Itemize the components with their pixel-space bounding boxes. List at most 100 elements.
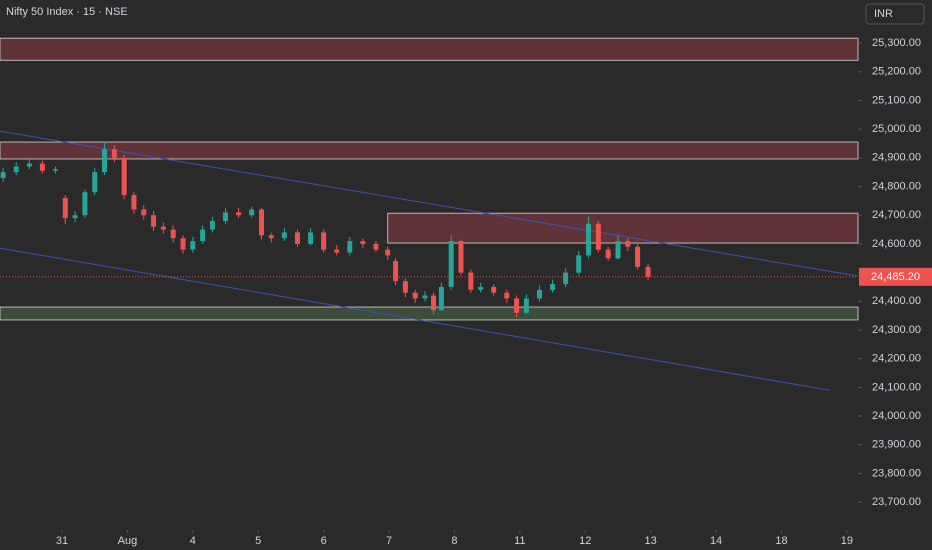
candle-body: [536, 289, 542, 299]
candle-body: [72, 215, 78, 219]
candle-body: [308, 232, 314, 244]
zone: [387, 212, 859, 244]
x-tick-label: 31: [56, 535, 68, 547]
x-tick-label: 18: [775, 535, 787, 547]
candle-body: [458, 241, 464, 273]
candle-body: [504, 292, 510, 299]
y-tick-label: 24,800.00: [872, 180, 921, 192]
candle-body: [141, 209, 147, 216]
last-price-tag: [859, 267, 932, 286]
trendline: [0, 130, 859, 277]
candle-body: [412, 292, 418, 299]
y-tick-label: 25,000.00: [872, 123, 921, 135]
candle-body: [180, 238, 186, 250]
candle-body: [190, 241, 196, 250]
candle-body: [160, 226, 166, 230]
candle-body: [576, 255, 582, 273]
candle-body: [605, 249, 611, 259]
candle-body: [595, 223, 601, 250]
candle-body: [514, 298, 520, 313]
candle-body: [468, 272, 474, 290]
y-tick-label: 24,300.00: [872, 324, 921, 336]
candle-body: [170, 229, 176, 239]
candle-body: [645, 266, 651, 277]
y-tick-label: 24,700.00: [872, 209, 921, 221]
candle-body: [13, 166, 19, 173]
candle-body: [0, 172, 6, 178]
candle-body: [385, 249, 391, 256]
candle-body: [151, 215, 157, 227]
candle-body: [82, 192, 88, 216]
y-tick-label: 24,200.00: [872, 353, 921, 365]
candle-body: [373, 243, 379, 250]
candle-body: [39, 163, 45, 171]
candle-body: [347, 241, 353, 253]
currency-label[interactable]: INR: [874, 8, 893, 20]
candle-body: [431, 295, 437, 310]
candle-body: [62, 197, 68, 219]
zone: [0, 37, 859, 61]
currency-button[interactable]: [865, 3, 925, 25]
zone: [0, 141, 859, 160]
candle-body: [448, 241, 454, 287]
y-tick-label: 23,800.00: [872, 467, 921, 479]
candle-body: [422, 295, 428, 299]
candle-body: [523, 298, 529, 313]
candle-body: [334, 249, 340, 253]
chart-title: Nifty 50 Index · 15 · NSE: [6, 6, 128, 18]
candle-body: [393, 261, 399, 282]
candle-body: [635, 246, 641, 267]
candle-body: [268, 235, 274, 239]
candle-body: [236, 212, 242, 216]
candle-body: [321, 232, 327, 250]
candle-body: [281, 232, 287, 239]
last-price-label: 24,485.20: [871, 271, 920, 283]
candle-body: [294, 232, 300, 244]
candle-body: [550, 284, 556, 290]
x-tick-label: 12: [579, 535, 591, 547]
candle-body: [478, 286, 484, 290]
x-tick-label: 13: [645, 535, 657, 547]
candle-body: [92, 172, 98, 193]
candle-body: [111, 149, 117, 158]
candle-body: [402, 281, 408, 293]
candle-body: [200, 229, 206, 242]
candle-body: [438, 286, 444, 310]
y-tick-label: 24,400.00: [872, 295, 921, 307]
y-tick-label: 24,600.00: [872, 238, 921, 250]
candle-body: [121, 157, 127, 196]
x-tick-label: 7: [386, 535, 392, 547]
x-tick-label: Aug: [118, 535, 138, 547]
y-tick-label: 25,100.00: [872, 94, 921, 106]
candle-body: [209, 220, 215, 230]
candle-body: [615, 241, 621, 259]
candle-body: [249, 209, 255, 216]
candle-body: [52, 169, 58, 171]
x-tick-label: 5: [255, 535, 261, 547]
plot-area: [0, 37, 859, 391]
trendline: [0, 247, 830, 391]
candle-body: [26, 163, 32, 167]
zone: [0, 306, 859, 321]
candle-body: [563, 272, 569, 285]
candle-body: [223, 212, 229, 221]
candle-body: [586, 223, 592, 256]
y-tick-label: 25,200.00: [872, 66, 921, 78]
candle-body: [131, 195, 137, 210]
candle-body: [102, 149, 108, 173]
y-tick-label: 24,900.00: [872, 152, 921, 164]
y-tick-label: 24,000.00: [872, 410, 921, 422]
x-tick-label: 19: [841, 535, 853, 547]
x-tick-label: 11: [514, 535, 525, 547]
candle-body: [258, 209, 264, 236]
y-tick-label: 23,900.00: [872, 439, 921, 451]
candle-body: [360, 241, 366, 244]
y-tick-label: 25,300.00: [872, 37, 921, 49]
x-tick-label: 8: [451, 535, 457, 547]
x-tick-label: 6: [321, 535, 327, 547]
x-tick-label: 14: [710, 535, 722, 547]
y-tick-label: 24,100.00: [872, 381, 921, 393]
